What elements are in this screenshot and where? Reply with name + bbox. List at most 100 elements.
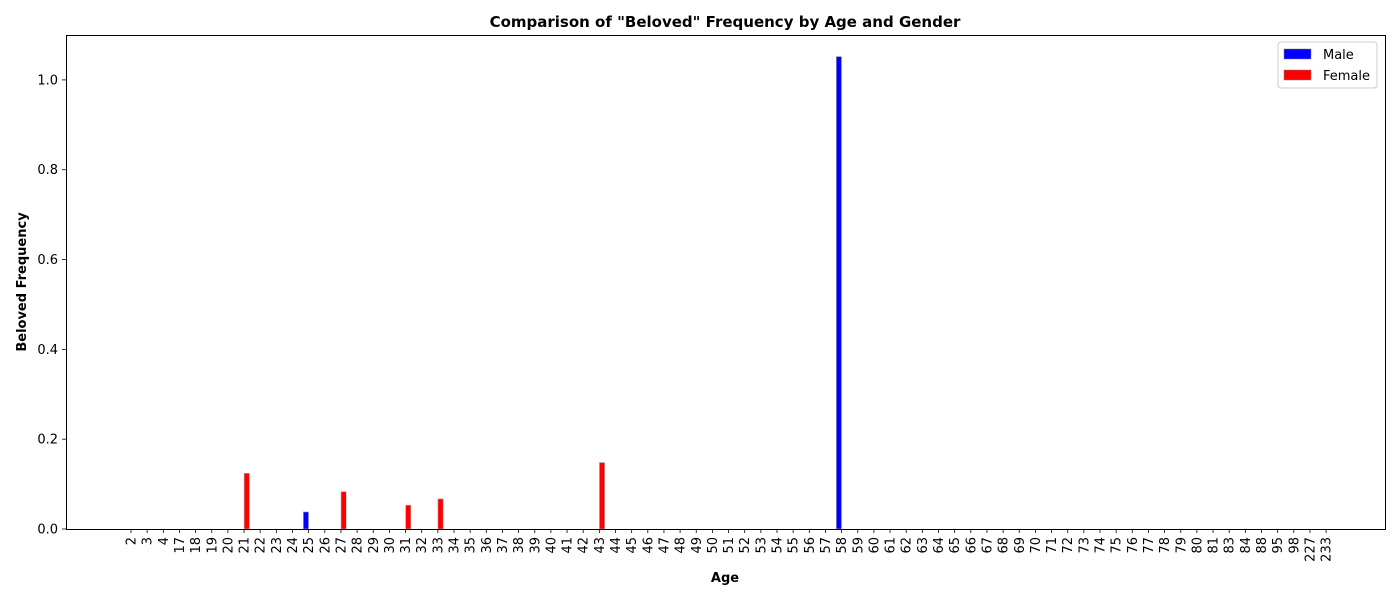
x-tick-label: 84	[1239, 537, 1254, 554]
x-tick-label: 23	[270, 537, 285, 554]
x-tick-label: 29	[367, 537, 382, 554]
x-tick-label: 72	[1061, 537, 1076, 554]
bar-female-age-21	[243, 473, 250, 530]
chart-title: Comparison of "Beloved" Frequency by Age…	[490, 13, 961, 31]
x-tick-label: 47	[657, 537, 672, 554]
x-tick-label: 35	[464, 537, 479, 554]
x-tick-label: 28	[351, 537, 366, 554]
x-tick-label: 41	[561, 537, 576, 554]
x-tick-label: 74	[1094, 537, 1109, 554]
x-tick-label: 37	[496, 537, 511, 554]
y-tick-label: 0.8	[37, 163, 58, 178]
bar-female-age-31	[405, 504, 412, 530]
x-tick-label: 33	[431, 537, 446, 554]
x-tick-label: 57	[819, 537, 834, 554]
x-tick-label: 79	[1174, 537, 1189, 554]
x-tick-label: 39	[528, 537, 543, 554]
plot-frame	[66, 35, 1386, 530]
y-axis-title: Beloved Frequency	[15, 212, 30, 352]
x-tick-label: 4	[157, 537, 172, 545]
x-tick-label: 43	[593, 537, 608, 554]
x-tick-label: 98	[1287, 537, 1302, 554]
bar-female-age-27	[340, 491, 347, 530]
y-tick-label: 1.0	[37, 73, 58, 88]
x-tick-label: 67	[980, 537, 995, 554]
y-tick-label: 0.2	[37, 433, 58, 448]
x-tick-label: 26	[318, 537, 333, 554]
x-tick-label: 49	[690, 537, 705, 554]
x-tick-label: 63	[916, 537, 931, 554]
legend-swatch-male	[1283, 48, 1312, 60]
x-tick-label: 19	[205, 537, 220, 554]
x-tick-label: 64	[932, 537, 947, 554]
x-tick-label: 60	[867, 537, 882, 554]
x-tick-label: 20	[221, 537, 236, 554]
x-axis-ticks: 2 3 4 17 18 19 20 21 22 23 24 25 26 27 28 29 30 31 32 33 34 3…	[125, 529, 1335, 562]
x-tick-label: 95	[1271, 537, 1286, 554]
x-tick-label: 75	[1110, 537, 1125, 554]
y-tick-label: 0.6	[37, 253, 58, 268]
x-tick-label: 38	[512, 537, 527, 554]
x-tick-label: 48	[674, 537, 689, 554]
x-tick-label: 24	[286, 537, 301, 554]
x-tick-label: 36	[480, 537, 495, 554]
x-tick-label: 76	[1126, 537, 1141, 554]
y-axis-ticks: 0.0 0.2 0.4 0.6 0.8 1.0	[37, 73, 66, 538]
x-tick-label: 25	[302, 537, 317, 554]
legend: Male Female	[1277, 41, 1378, 89]
x-tick-label: 30	[383, 537, 398, 554]
legend-label-female: Female	[1323, 69, 1370, 84]
x-tick-label: 51	[722, 537, 737, 554]
x-tick-label: 17	[173, 537, 188, 554]
x-tick-label: 61	[884, 537, 899, 554]
x-tick-label: 40	[544, 537, 559, 554]
x-tick-label: 66	[964, 537, 979, 554]
x-tick-label: 77	[1142, 537, 1157, 554]
x-tick-label: 2	[125, 537, 140, 545]
x-tick-label: 56	[803, 537, 818, 554]
x-tick-label: 31	[399, 537, 414, 554]
x-tick-label: 54	[771, 537, 786, 554]
x-tick-label: 227	[1303, 537, 1318, 562]
bar-female-age-33	[437, 498, 444, 530]
x-tick-label: 18	[189, 537, 204, 554]
bar-male-age-25	[303, 511, 309, 530]
x-tick-label: 55	[787, 537, 802, 554]
x-tick-label: 44	[609, 537, 624, 554]
x-tick-label: 21	[238, 537, 253, 554]
x-tick-label: 88	[1255, 537, 1270, 554]
x-tick-label: 50	[706, 537, 721, 554]
x-tick-label: 34	[448, 537, 463, 554]
x-tick-label: 71	[1045, 537, 1060, 554]
bar-female-age-43	[599, 462, 605, 530]
x-tick-label: 22	[254, 537, 269, 554]
x-tick-label: 68	[997, 537, 1012, 554]
x-tick-label: 69	[1013, 537, 1028, 554]
y-tick-label: 0.0	[37, 523, 58, 538]
x-axis-title: Age	[711, 571, 739, 586]
legend-swatch-female	[1283, 69, 1312, 81]
x-tick-label: 83	[1223, 537, 1238, 554]
x-tick-label: 45	[625, 537, 640, 554]
x-tick-label: 59	[851, 537, 866, 554]
x-tick-label: 46	[641, 537, 656, 554]
x-tick-label: 81	[1207, 537, 1222, 554]
x-tick-label: 32	[415, 537, 430, 554]
x-tick-label: 65	[948, 537, 963, 554]
bar-male-age-58	[835, 56, 842, 530]
y-tick-label: 0.4	[37, 343, 58, 358]
legend-label-male: Male	[1323, 48, 1354, 63]
x-tick-label: 62	[900, 537, 915, 554]
x-tick-label: 52	[738, 537, 753, 554]
x-tick-label: 80	[1190, 537, 1205, 554]
x-tick-label: 3	[141, 537, 156, 545]
x-tick-label: 27	[334, 537, 349, 554]
bars-layer	[243, 56, 842, 530]
x-tick-label: 58	[835, 537, 850, 554]
x-tick-label: 70	[1029, 537, 1044, 554]
x-tick-label: 42	[577, 537, 592, 554]
x-tick-label: 73	[1077, 537, 1092, 554]
x-tick-label: 78	[1158, 537, 1173, 554]
x-tick-label: 233	[1320, 537, 1335, 562]
